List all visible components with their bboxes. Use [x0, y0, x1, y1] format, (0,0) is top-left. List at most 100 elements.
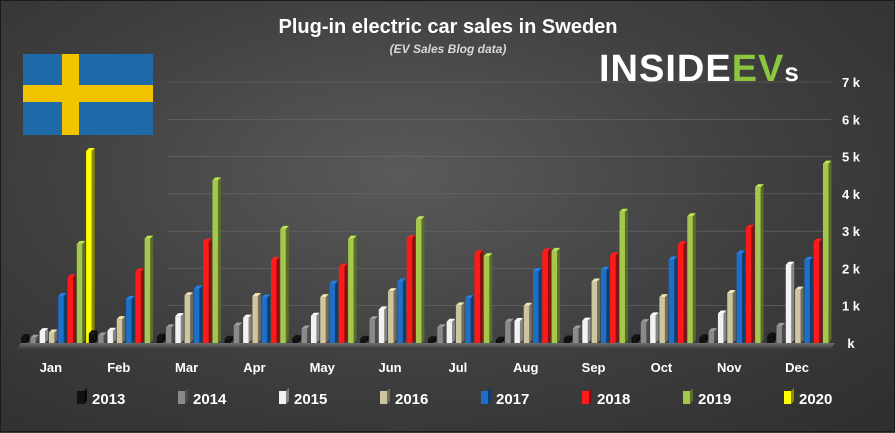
legend-swatch-side — [488, 388, 491, 404]
bar-front — [67, 277, 73, 343]
bar-top — [203, 238, 212, 242]
bar-side — [230, 335, 233, 343]
bar — [514, 318, 523, 343]
bar-top — [233, 322, 243, 326]
legend-item: 2017 — [481, 388, 529, 408]
bar-side — [461, 302, 465, 343]
bar-top — [144, 235, 154, 239]
bar-side — [162, 333, 166, 343]
bar-front — [224, 338, 230, 343]
bar-front — [745, 227, 752, 343]
bar-top — [107, 327, 116, 331]
bar-front — [650, 315, 656, 343]
legend-label: 2014 — [193, 391, 227, 408]
bar-top — [39, 328, 49, 332]
bar-front — [98, 335, 104, 343]
bar-top — [795, 286, 804, 290]
bar-front — [699, 337, 705, 343]
bar-top — [727, 290, 736, 294]
y-tick-label: k — [847, 336, 855, 351]
bar-side — [519, 318, 523, 343]
bar-side — [692, 213, 696, 343]
bar-front — [338, 266, 345, 343]
legend-swatch-side — [589, 388, 592, 404]
bar-side — [171, 324, 175, 343]
bar-side — [131, 296, 135, 343]
bar-side — [714, 328, 718, 343]
bar-top — [591, 278, 601, 282]
bar-side — [470, 295, 474, 343]
bar — [30, 334, 39, 343]
bar — [455, 302, 465, 343]
bar-top — [563, 335, 573, 339]
chart-subtitle: (EV Sales Blog data) — [390, 42, 507, 56]
bar — [474, 250, 483, 343]
bar-front — [175, 316, 181, 343]
bar-top — [58, 293, 67, 297]
bar-side — [402, 278, 406, 343]
bar-side — [45, 328, 49, 343]
bar-top — [736, 250, 746, 254]
bar-front — [813, 241, 820, 343]
bar-top — [717, 310, 727, 314]
bar-top — [369, 316, 378, 320]
bar-top — [338, 263, 348, 267]
bar — [107, 327, 116, 343]
bar-top — [437, 324, 446, 328]
bar-top — [822, 160, 832, 164]
bar — [745, 224, 755, 343]
bar-side — [480, 250, 483, 343]
bar-side — [199, 285, 203, 343]
bar — [144, 235, 154, 343]
bar — [406, 235, 416, 343]
bar-front — [116, 319, 123, 343]
bar-top — [224, 335, 233, 339]
bar-front — [156, 336, 163, 343]
bar-front — [727, 293, 733, 343]
bar-top — [261, 294, 271, 298]
bar-side — [742, 250, 746, 343]
bar-front — [767, 335, 773, 343]
x-tick-label: Oct — [651, 360, 673, 375]
bar-side — [683, 241, 687, 343]
bar — [243, 314, 252, 343]
bar-side — [529, 302, 533, 343]
bar-front — [301, 328, 308, 343]
bar-top — [582, 317, 591, 321]
bar-front — [233, 325, 240, 343]
bar — [280, 225, 289, 343]
bar-side — [122, 316, 126, 343]
bar — [699, 334, 708, 343]
bar-front — [280, 228, 286, 343]
bar-side — [103, 332, 107, 343]
bar-side — [655, 312, 659, 343]
bar-top — [523, 302, 533, 306]
bar-top — [329, 280, 339, 284]
bar-front — [39, 331, 46, 343]
bar — [767, 332, 776, 343]
bar-top — [415, 216, 425, 220]
bar — [483, 253, 493, 343]
chart-floor — [17, 343, 835, 349]
bar-top — [600, 266, 610, 270]
bar — [310, 312, 320, 343]
bar — [708, 328, 718, 343]
gridlines — [167, 81, 831, 307]
bar — [795, 286, 804, 343]
bar — [88, 330, 98, 343]
legend-label: 2016 — [395, 391, 428, 408]
bar-front — [261, 297, 268, 343]
bar-top — [785, 261, 795, 265]
legend-label: 2019 — [698, 391, 731, 408]
bar-side — [217, 177, 221, 343]
bar-side — [723, 310, 727, 343]
bar-top — [320, 294, 329, 298]
logo-main: INSIDE — [599, 48, 732, 90]
bar — [156, 333, 166, 343]
bar-front — [563, 338, 570, 343]
bar — [542, 248, 551, 343]
bar-top — [292, 335, 301, 339]
bar-top — [551, 247, 561, 251]
legend-label: 2020 — [799, 391, 832, 408]
bar — [717, 310, 727, 343]
